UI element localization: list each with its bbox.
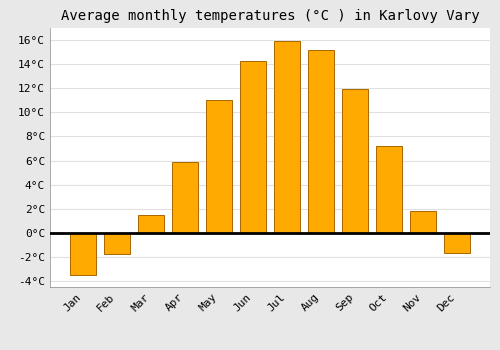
Bar — [342, 90, 368, 233]
Bar — [240, 61, 266, 233]
Title: Average monthly temperatures (°C ) in Karlovy Vary: Average monthly temperatures (°C ) in Ka… — [60, 9, 480, 23]
Bar — [308, 50, 334, 233]
Bar — [376, 146, 402, 233]
Bar — [70, 233, 96, 275]
Bar — [172, 162, 198, 233]
Bar — [206, 100, 232, 233]
Bar — [104, 233, 130, 254]
Bar — [138, 215, 164, 233]
Bar — [410, 211, 436, 233]
Bar — [444, 233, 470, 253]
Bar — [274, 41, 300, 233]
